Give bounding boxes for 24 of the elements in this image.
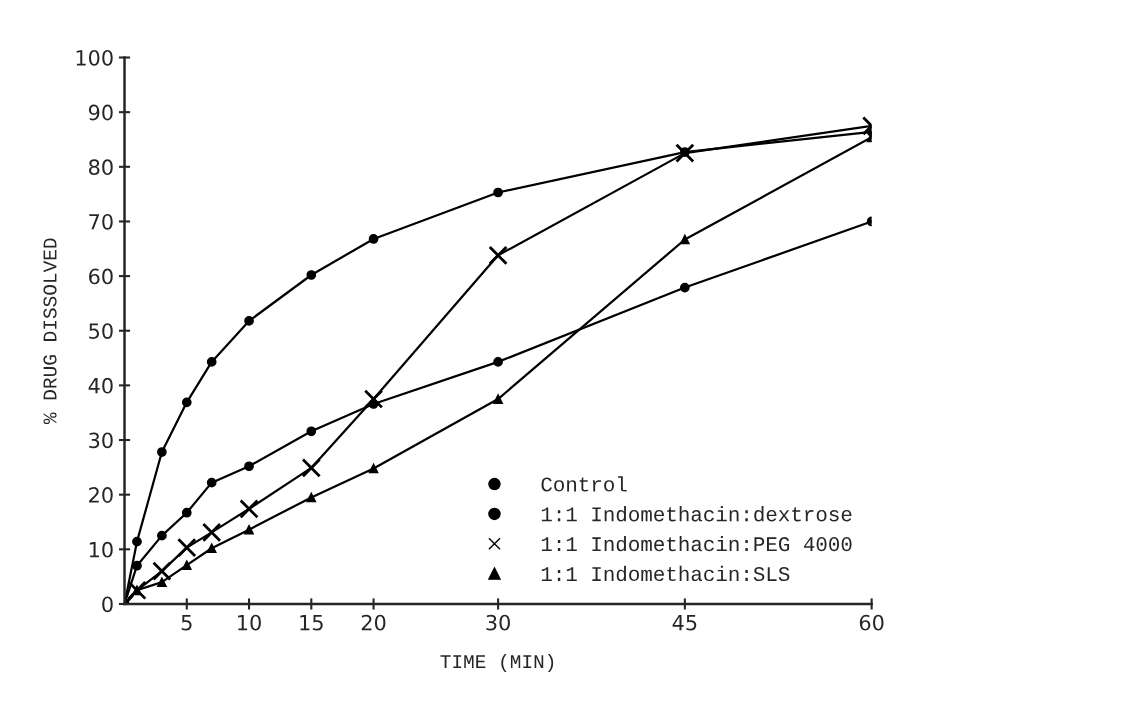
x-tick-label: 60	[859, 614, 884, 631]
legend-label: Control	[541, 476, 627, 492]
y-tick-label: 40	[88, 377, 113, 394]
y-tick-label: 10	[89, 541, 113, 558]
y-tick-label: 100	[76, 49, 113, 66]
y-tick-label: 60	[89, 268, 113, 285]
legend-label: 1:1 Indomethacin:SLS	[541, 565, 790, 582]
x-tick-label: 15	[300, 615, 323, 631]
x-tick-label: 30	[486, 614, 510, 631]
y-tick-label: 0	[102, 596, 113, 613]
x-tick-label: 20	[361, 614, 386, 631]
y-tick-label: 50	[89, 323, 113, 339]
legend-label: 1:1 Indomethacin:PEG 4000	[541, 535, 852, 552]
x-tick-label: 10	[238, 614, 261, 631]
y-axis-title: % DRUG DISSOLVED	[43, 238, 57, 425]
legend-label: 1:1 Indomethacin:dextrose	[541, 506, 852, 522]
y-tick-label: 80	[89, 159, 113, 176]
x-axis-title: TIME (MIN)	[440, 653, 554, 673]
x-tick-label: 5	[181, 615, 192, 631]
y-tick-label: 70	[89, 213, 113, 230]
x-tick-label: 45	[672, 615, 697, 631]
y-tick-label: 90	[88, 104, 113, 121]
y-tick-label: 20	[89, 487, 113, 503]
y-tick-label: 30	[89, 432, 113, 449]
